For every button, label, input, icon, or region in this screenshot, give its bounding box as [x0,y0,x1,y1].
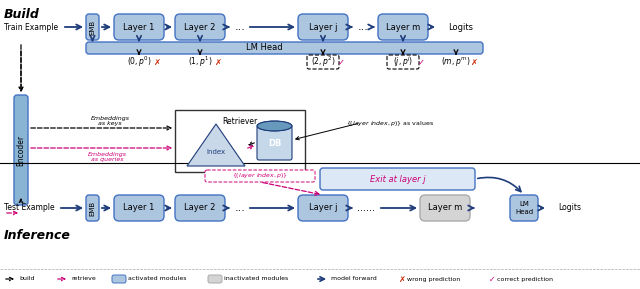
Text: inactivated modules: inactivated modules [224,277,288,281]
FancyBboxPatch shape [114,195,164,221]
FancyBboxPatch shape [387,55,419,69]
Text: correct prediction: correct prediction [497,277,553,281]
FancyBboxPatch shape [298,195,348,221]
Text: $(1,p^1)$: $(1,p^1)$ [188,55,212,69]
Text: DB: DB [268,140,281,149]
Text: ✓: ✓ [417,58,424,66]
Text: EMB: EMB [90,19,95,35]
Text: $(0,p^0)$: $(0,p^0)$ [127,55,152,69]
Text: ...: ... [235,203,245,213]
FancyBboxPatch shape [114,14,164,40]
Text: $(2,p^2)$: $(2,p^2)$ [310,55,335,69]
Text: Embeddings
as queries: Embeddings as queries [88,152,127,162]
Text: Layer 2: Layer 2 [184,23,216,32]
FancyBboxPatch shape [175,14,225,40]
FancyBboxPatch shape [86,14,99,40]
Text: Retriever: Retriever [222,117,258,126]
Text: Encoder: Encoder [17,134,26,166]
Text: $(j,p^j)$: $(j,p^j)$ [393,55,413,69]
FancyBboxPatch shape [175,195,225,221]
FancyBboxPatch shape [86,42,483,54]
Text: ...: ... [235,22,245,32]
Text: Inference: Inference [4,229,71,242]
Text: LM
Head: LM Head [515,201,533,214]
FancyBboxPatch shape [320,168,475,190]
Text: ✗: ✗ [399,275,406,284]
Polygon shape [187,124,245,166]
FancyBboxPatch shape [14,95,28,205]
FancyBboxPatch shape [298,14,348,40]
FancyBboxPatch shape [257,126,292,160]
Text: Embeddings
as keys: Embeddings as keys [90,116,129,126]
Text: Train Example: Train Example [4,23,58,32]
Text: Exit at layer j: Exit at layer j [370,175,426,184]
FancyBboxPatch shape [86,195,99,221]
Text: ......: ...... [357,203,375,213]
FancyBboxPatch shape [420,195,470,221]
FancyBboxPatch shape [307,55,339,69]
Text: model forward: model forward [331,277,377,281]
FancyBboxPatch shape [112,275,126,283]
Text: retrieve: retrieve [71,277,96,281]
Text: Test Example: Test Example [4,203,54,212]
FancyBboxPatch shape [205,170,315,182]
Text: Layer 2: Layer 2 [184,203,216,212]
Text: Logits: Logits [558,203,581,212]
Text: Layer m: Layer m [386,23,420,32]
Text: wrong prediction: wrong prediction [407,277,460,281]
Text: $\{(layer\ index,p)\}$ as values: $\{(layer\ index,p)\}$ as values [346,118,434,127]
Text: $\{(layer\ index,p)\}$: $\{(layer\ index,p)\}$ [232,171,288,181]
Text: ...: ... [358,22,369,32]
Text: $(m,p^m)$: $(m,p^m)$ [442,55,470,68]
Ellipse shape [257,121,292,131]
FancyBboxPatch shape [378,14,428,40]
Text: Layer j: Layer j [308,23,337,32]
Text: Build: Build [4,8,40,21]
Text: ✗: ✗ [214,58,221,66]
Text: ✗: ✗ [154,58,161,66]
Text: LM Head: LM Head [246,44,283,53]
Text: Layer 1: Layer 1 [124,23,155,32]
Text: Layer j: Layer j [308,203,337,212]
Text: ✓: ✓ [489,275,495,284]
Text: Index: Index [207,149,225,155]
Text: EMB: EMB [90,201,95,216]
Text: Layer 1: Layer 1 [124,203,155,212]
Text: Layer m: Layer m [428,203,462,212]
Text: build: build [19,277,35,281]
FancyBboxPatch shape [510,195,538,221]
FancyBboxPatch shape [175,110,305,172]
Text: ✗: ✗ [470,58,477,66]
FancyBboxPatch shape [208,275,222,283]
Text: Logits: Logits [448,23,473,32]
Text: activated modules: activated modules [128,277,186,281]
Text: ✓: ✓ [337,58,344,66]
